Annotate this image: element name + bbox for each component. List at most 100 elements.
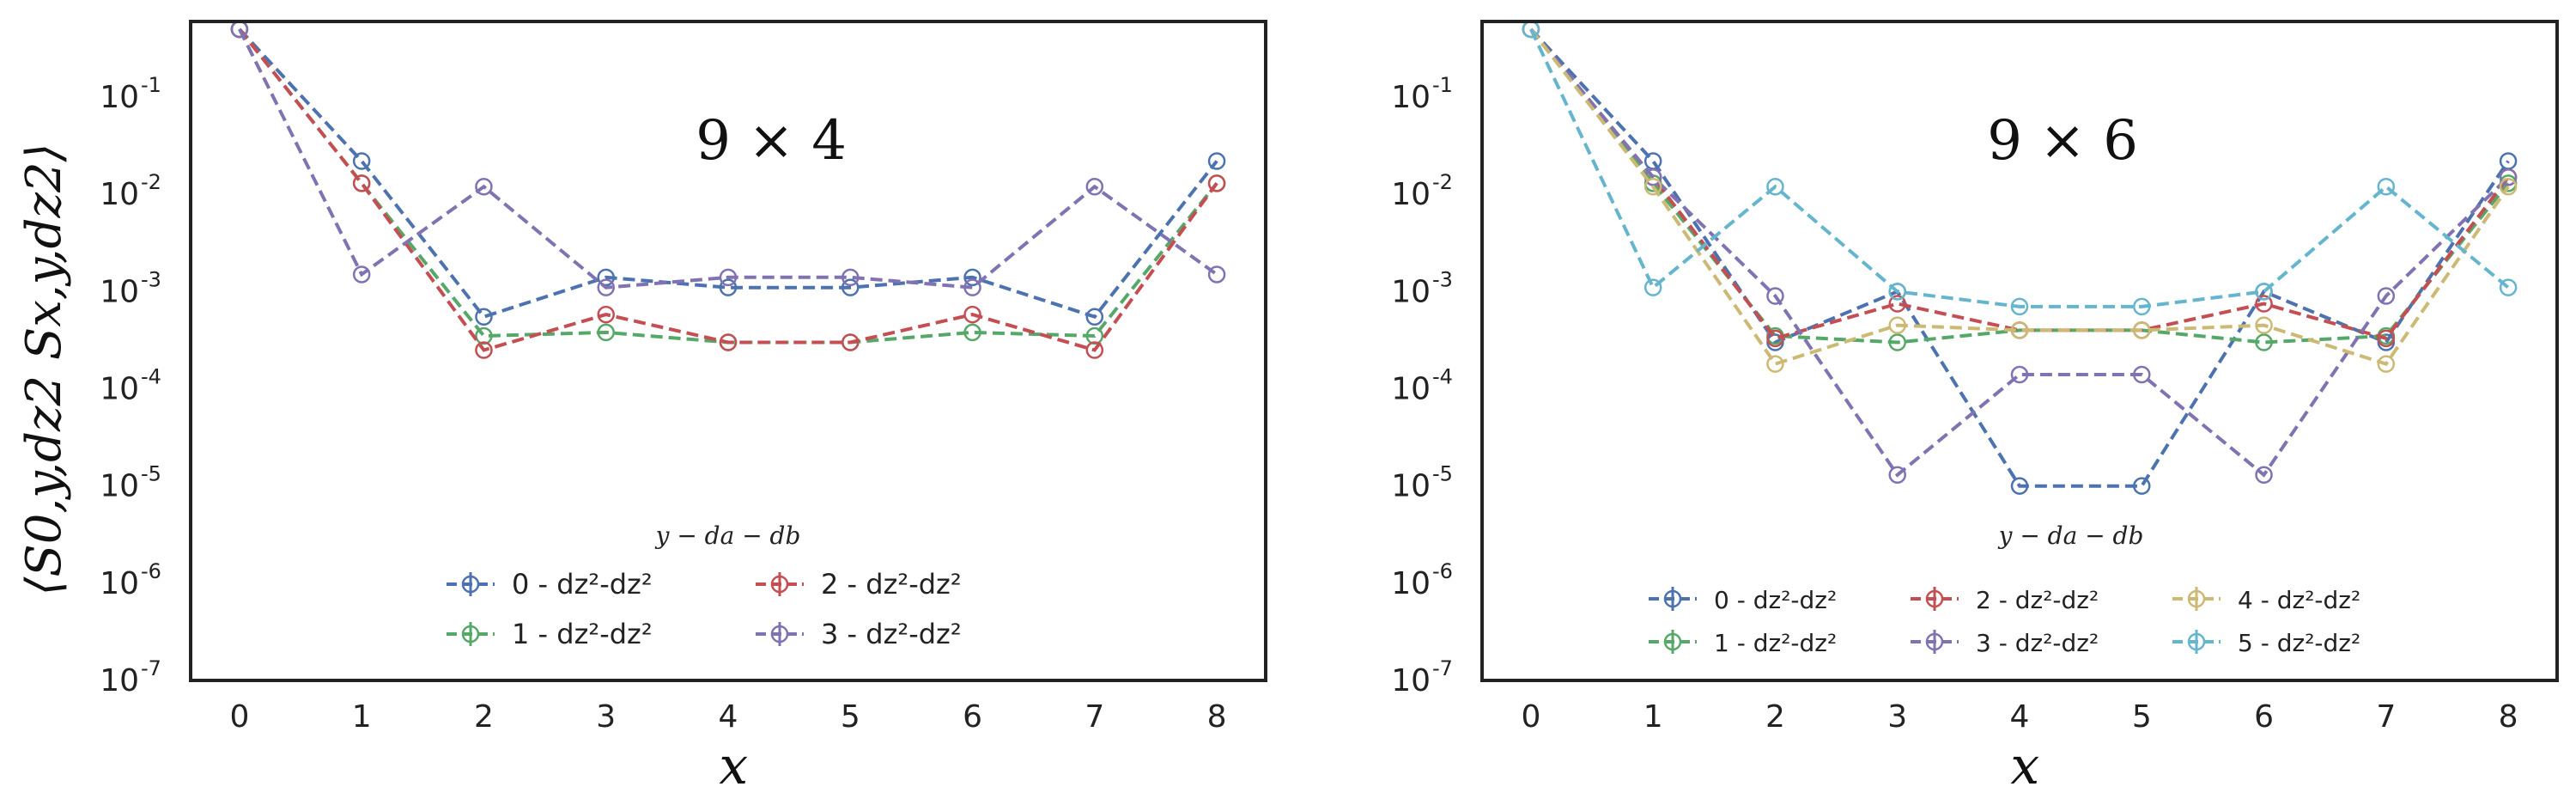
data-point	[1888, 295, 1906, 313]
y-tick-exponent: -5	[141, 462, 161, 486]
data-point	[841, 333, 860, 351]
x-tick-label: 1	[352, 699, 372, 735]
data-point	[352, 265, 371, 284]
data-point	[1766, 329, 1784, 348]
y-tick-label: 10	[100, 177, 139, 212]
y-tick-exponent: -1	[1432, 73, 1453, 97]
y-tick-exponent: -7	[141, 656, 161, 680]
data-point	[2133, 297, 2151, 316]
data-point	[1643, 278, 1662, 296]
data-point	[963, 268, 981, 287]
plot-area	[230, 21, 1226, 359]
legend-marker	[2187, 632, 2206, 651]
data-point	[2255, 316, 2273, 334]
plot-area	[1522, 21, 2518, 495]
x-tick-label: 6	[963, 699, 982, 735]
data-point	[1888, 466, 1906, 485]
y-tick-exponent: -7	[1432, 656, 1453, 680]
data-point	[1766, 355, 1784, 373]
data-point	[2377, 178, 2396, 196]
chart-panel-9x6: 9 × 60 1 2 3 4 5 6 7 810-110-210-310-410-510-610…	[1391, 20, 2559, 796]
legend-label: 2 - dz²-dz²	[1976, 586, 2099, 614]
y-tick-exponent: -4	[1432, 365, 1453, 389]
chart-panel-9x4: 9 × 40 1 2 3 4 5 6 7 810-110-210-310-410-510-610…	[100, 20, 1267, 796]
y-tick-exponent: -6	[141, 559, 161, 583]
x-tick-label: 8	[1207, 699, 1227, 735]
data-point	[2499, 152, 2518, 170]
series-line	[1529, 28, 2510, 308]
legend-marker	[1663, 632, 1682, 651]
x-tick-label: 7	[2376, 699, 2396, 735]
data-point	[719, 333, 738, 351]
data-point	[1085, 326, 1104, 345]
data-point	[230, 21, 249, 39]
data-point	[963, 323, 981, 342]
chart-title: 9 × 4	[696, 109, 847, 173]
y-tick-exponent: -4	[141, 365, 161, 389]
legend-marker	[461, 625, 480, 643]
x-axis-label: x	[2010, 736, 2039, 796]
y-tick-label: 10	[100, 80, 139, 115]
data-point	[2255, 333, 2273, 351]
x-axis-label: x	[719, 736, 748, 796]
data-point	[1085, 341, 1104, 359]
y-tick-exponent: -3	[141, 267, 161, 291]
y-tick-exponent: -2	[141, 170, 161, 194]
data-point	[1207, 174, 1226, 192]
y-tick-label: 10	[1391, 80, 1431, 115]
data-point	[2255, 283, 2273, 301]
data-point	[2255, 466, 2273, 485]
data-point	[2377, 329, 2396, 348]
x-tick-label: 8	[2499, 699, 2518, 735]
data-point	[2255, 295, 2273, 313]
data-point	[841, 278, 860, 296]
y-tick-label: 10	[100, 274, 139, 309]
legend-title: y − da − db	[1997, 521, 2144, 550]
y-tick-label: 10	[1391, 372, 1431, 407]
y-tick-exponent: -1	[141, 73, 161, 97]
x-tick-label: 0	[229, 699, 249, 735]
data-point	[475, 178, 493, 196]
series-line	[238, 27, 1218, 352]
data-point	[1643, 152, 1662, 170]
data-point	[963, 278, 981, 296]
legend-label: 3 - dz²-dz²	[1976, 629, 2099, 657]
y-tick-exponent: -2	[1432, 170, 1453, 194]
y-tick-exponent: -3	[1432, 267, 1453, 291]
data-point	[1085, 178, 1104, 196]
data-point	[1522, 21, 1540, 39]
y-axis-label: ⟨S0,y,dz2 Sx,y,dz2⟩	[16, 143, 72, 596]
legend-label: 2 - dz²-dz²	[821, 568, 962, 601]
data-point	[2010, 365, 2029, 384]
data-point	[1766, 287, 1784, 305]
data-point	[2133, 321, 2151, 339]
series-line	[1529, 27, 2510, 366]
x-tick-label: 2	[1765, 699, 1785, 735]
data-point	[2010, 321, 2029, 339]
y-tick-label: 10	[1391, 177, 1431, 212]
y-tick-label: 10	[1391, 469, 1431, 504]
data-point	[597, 268, 615, 287]
data-point	[475, 308, 493, 326]
series-line	[1529, 27, 2510, 488]
x-tick-label: 5	[841, 699, 860, 735]
series-line	[1529, 27, 2510, 345]
y-tick-exponent: -5	[1432, 462, 1453, 486]
legend-marker	[1925, 632, 1944, 651]
data-point	[719, 278, 738, 296]
x-tick-label: 4	[719, 699, 738, 735]
legend-label: 3 - dz²-dz²	[821, 618, 962, 650]
y-tick-exponent: -6	[1432, 559, 1453, 583]
data-point	[597, 278, 615, 296]
data-point	[597, 305, 615, 324]
legend-marker	[1663, 589, 1682, 608]
legend-marker	[770, 625, 789, 643]
y-tick-label: 10	[1391, 274, 1431, 309]
legend-marker	[1925, 589, 1944, 608]
axes-frame	[1480, 20, 2559, 682]
y-tick-label: 10	[100, 566, 139, 601]
data-point	[2010, 297, 2029, 316]
data-point	[352, 152, 371, 170]
data-point	[2133, 365, 2151, 384]
